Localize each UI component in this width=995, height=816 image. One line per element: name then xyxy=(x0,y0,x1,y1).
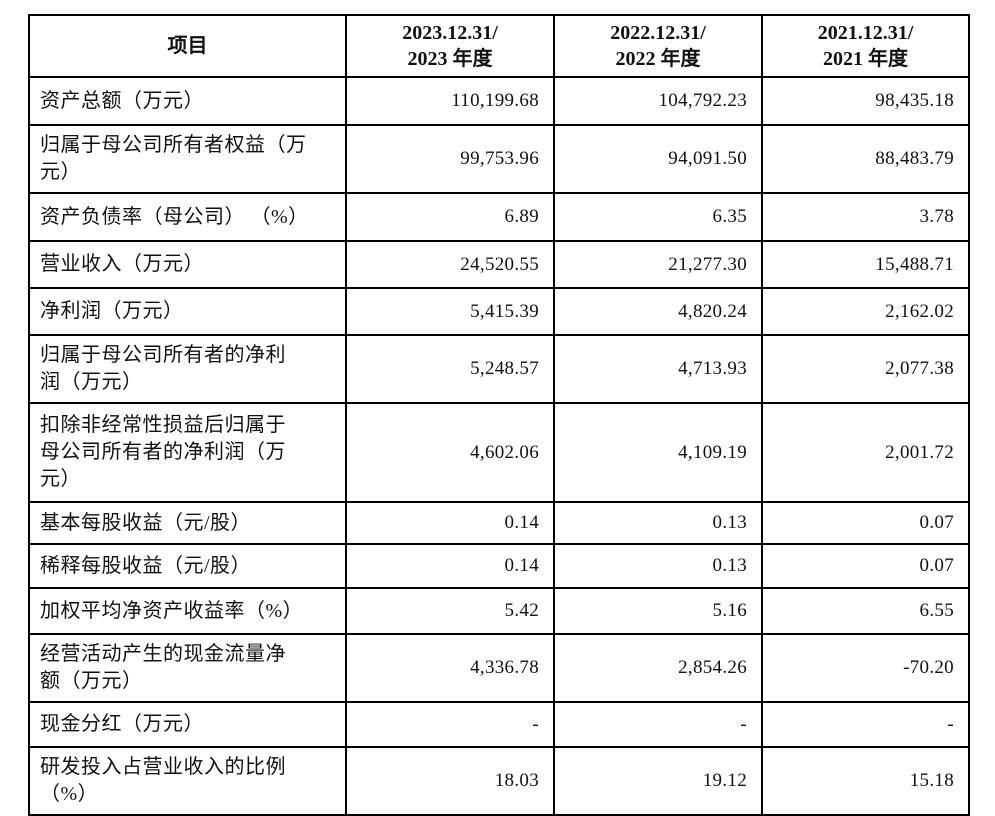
value-2023: 5,248.57 xyxy=(345,334,555,404)
value-2021: -70.20 xyxy=(761,633,970,703)
row-label: 现金分红（万元） xyxy=(28,701,347,748)
value-2021: 2,077.38 xyxy=(761,334,970,404)
column-header-2022: 2022.12.31/ 2022 年度 xyxy=(553,14,763,78)
table-header-row: 项目 2023.12.31/ 2023 年度 2022.12.31/ 2022 … xyxy=(28,14,970,78)
row-label: 基本每股收益（元/股） xyxy=(28,501,347,545)
value-2021: 2,162.02 xyxy=(761,287,970,336)
value-2022: 6.35 xyxy=(553,192,763,242)
value-2021: 15,488.71 xyxy=(761,240,970,289)
value-2022: 104,792.23 xyxy=(553,76,763,126)
table-row: 基本每股收益（元/股） 0.14 0.13 0.07 xyxy=(28,501,970,545)
value-2022: 0.13 xyxy=(553,501,763,545)
value-2021: 88,483.79 xyxy=(761,124,970,194)
value-2023: 5.42 xyxy=(345,587,555,635)
table-row: 经营活动产生的现金流量净 额（万元） 4,336.78 2,854.26 -70… xyxy=(28,633,970,703)
value-2022: 94,091.50 xyxy=(553,124,763,194)
value-2022: 5.16 xyxy=(553,587,763,635)
column-header-item: 项目 xyxy=(28,14,347,78)
table-row: 现金分红（万元） - - - xyxy=(28,701,970,748)
value-2021: 98,435.18 xyxy=(761,76,970,126)
value-2021: 2,001.72 xyxy=(761,402,970,503)
column-header-2021: 2021.12.31/ 2021 年度 xyxy=(761,14,970,78)
value-2021: 15.18 xyxy=(761,746,970,816)
value-2021: 6.55 xyxy=(761,587,970,635)
row-label: 营业收入（万元） xyxy=(28,240,347,289)
table-row: 资产总额（万元） 110,199.68 104,792.23 98,435.18 xyxy=(28,76,970,126)
table-row: 加权平均净资产收益率（%） 5.42 5.16 6.55 xyxy=(28,587,970,635)
row-label: 加权平均净资产收益率（%） xyxy=(28,587,347,635)
row-label: 归属于母公司所有者权益（万 元） xyxy=(28,124,347,194)
table-row: 扣除非经常性损益后归属于 母公司所有者的净利润（万 元） 4,602.06 4,… xyxy=(28,402,970,503)
row-label: 归属于母公司所有者的净利 润（万元） xyxy=(28,334,347,404)
value-2022: 0.13 xyxy=(553,543,763,589)
value-2023: 0.14 xyxy=(345,543,555,589)
value-2023: 99,753.96 xyxy=(345,124,555,194)
value-2023: 0.14 xyxy=(345,501,555,545)
row-label: 研发投入占营业收入的比例 （%） xyxy=(28,746,347,816)
table-row: 归属于母公司所有者的净利 润（万元） 5,248.57 4,713.93 2,0… xyxy=(28,334,970,404)
value-2022: 2,854.26 xyxy=(553,633,763,703)
row-label: 资产负债率（母公司） （%） xyxy=(28,192,347,242)
row-label: 净利润（万元） xyxy=(28,287,347,336)
value-2022: 19.12 xyxy=(553,746,763,816)
value-2023: 18.03 xyxy=(345,746,555,816)
table-row: 营业收入（万元） 24,520.55 21,277.30 15,488.71 xyxy=(28,240,970,289)
row-label: 资产总额（万元） xyxy=(28,76,347,126)
value-2022: 21,277.30 xyxy=(553,240,763,289)
row-label: 扣除非经常性损益后归属于 母公司所有者的净利润（万 元） xyxy=(28,402,347,503)
row-label: 经营活动产生的现金流量净 额（万元） xyxy=(28,633,347,703)
value-2021: - xyxy=(761,701,970,748)
table-row: 归属于母公司所有者权益（万 元） 99,753.96 94,091.50 88,… xyxy=(28,124,970,194)
value-2022: 4,820.24 xyxy=(553,287,763,336)
table-row: 研发投入占营业收入的比例 （%） 18.03 19.12 15.18 xyxy=(28,746,970,816)
table-row: 净利润（万元） 5,415.39 4,820.24 2,162.02 xyxy=(28,287,970,336)
financial-summary-table: 项目 2023.12.31/ 2023 年度 2022.12.31/ 2022 … xyxy=(28,14,970,816)
value-2022: 4,713.93 xyxy=(553,334,763,404)
value-2021: 3.78 xyxy=(761,192,970,242)
value-2023: 6.89 xyxy=(345,192,555,242)
value-2023: 4,602.06 xyxy=(345,402,555,503)
value-2023: - xyxy=(345,701,555,748)
value-2021: 0.07 xyxy=(761,501,970,545)
table-row: 稀释每股收益（元/股） 0.14 0.13 0.07 xyxy=(28,543,970,589)
row-label: 稀释每股收益（元/股） xyxy=(28,543,347,589)
value-2023: 4,336.78 xyxy=(345,633,555,703)
value-2022: 4,109.19 xyxy=(553,402,763,503)
column-header-2023: 2023.12.31/ 2023 年度 xyxy=(345,14,555,78)
value-2023: 24,520.55 xyxy=(345,240,555,289)
value-2023: 110,199.68 xyxy=(345,76,555,126)
value-2023: 5,415.39 xyxy=(345,287,555,336)
value-2021: 0.07 xyxy=(761,543,970,589)
table-row: 资产负债率（母公司） （%） 6.89 6.35 3.78 xyxy=(28,192,970,242)
value-2022: - xyxy=(553,701,763,748)
